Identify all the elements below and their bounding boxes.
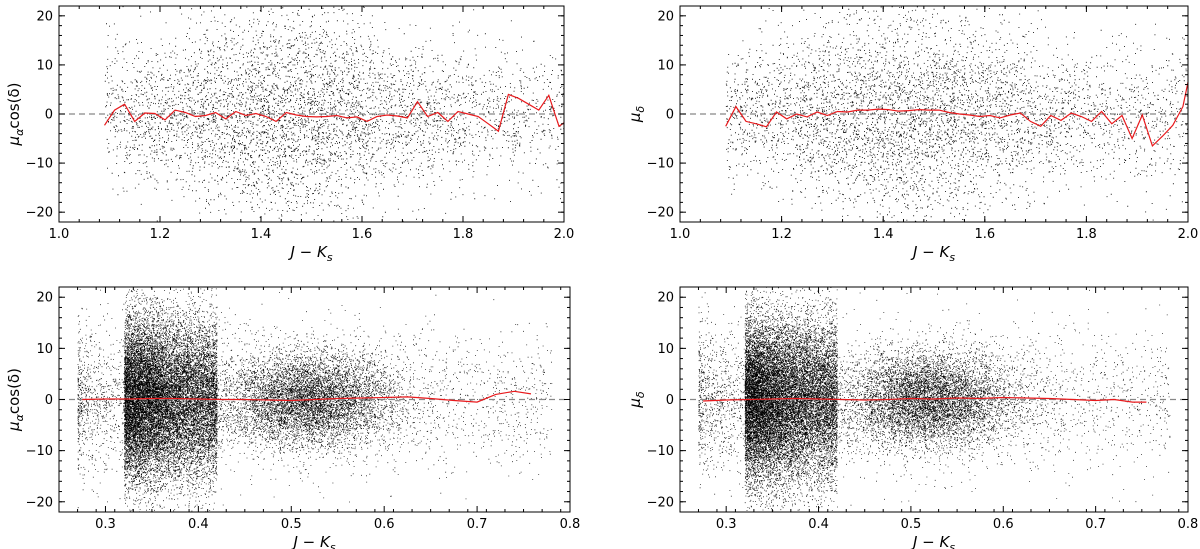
- y-tick-label: −20: [647, 206, 674, 221]
- y-tick-label: 0: [45, 393, 53, 408]
- x-tick-label: 1.2: [771, 227, 792, 242]
- x-tick-label: 2.0: [1178, 227, 1199, 242]
- y-axis-label: μδ: [626, 106, 647, 124]
- panel-top-right: 1.0 1.2 1.4 1.6 1.8 2.0 −20 −10 0 10 20 J − Ks μδ: [626, 6, 1198, 264]
- x-tick-label: 1.0: [670, 227, 691, 242]
- x-tick-label: 1.4: [251, 227, 272, 242]
- x-tick-label: 0.5: [901, 517, 922, 532]
- x-tick-label: 2.0: [554, 227, 575, 242]
- x-tick-label: 0.5: [281, 517, 302, 532]
- y-tick-label: 0: [666, 108, 674, 123]
- x-tick-label: 1.6: [974, 227, 995, 242]
- x-tick-label: 0.3: [716, 517, 737, 532]
- x-tick-label: 1.2: [150, 227, 171, 242]
- x-tick-label: 0.7: [1085, 517, 1106, 532]
- y-axis-label: μαcos(δ): [5, 368, 26, 432]
- y-tick-label: 10: [657, 58, 674, 73]
- y-axis-label: μδ: [626, 391, 647, 409]
- y-tick-label: −10: [647, 444, 674, 459]
- y-tick-label: −10: [647, 157, 674, 172]
- x-tick-label: 0.6: [374, 517, 395, 532]
- x-tick-label: 0.8: [560, 517, 581, 532]
- y-tick-label: 20: [36, 9, 53, 24]
- x-tick-label: 1.8: [453, 227, 474, 242]
- x-axis-label: J − Ks: [910, 243, 955, 264]
- x-tick-label: 0.3: [95, 517, 116, 532]
- y-tick-label: 20: [657, 9, 674, 24]
- y-tick-label: 20: [657, 291, 674, 306]
- y-tick-label: 20: [36, 291, 53, 306]
- y-tick-label: 10: [657, 342, 674, 357]
- panel-top-left: 1.0 1.2 1.4 1.6 1.8 2.0 −20 −10 0 10 20 J − Ks μαcos…: [5, 6, 574, 264]
- x-axis-label: J − Ks: [910, 533, 955, 549]
- x-tick-label: 0.7: [467, 517, 488, 532]
- y-tick-label: 0: [666, 393, 674, 408]
- y-axis-label: μαcos(δ): [5, 83, 26, 147]
- y-tick-label: −20: [26, 495, 53, 510]
- panel-bottom-left: 0.3 0.4 0.5 0.6 0.7 0.8 −20 −10 0 10 20 J − Ks μαcos…: [5, 287, 580, 549]
- y-tick-label: −10: [26, 157, 53, 172]
- y-tick-label: 0: [45, 108, 53, 123]
- x-tick-label: 1.6: [352, 227, 373, 242]
- y-tick-label: −10: [26, 444, 53, 459]
- x-tick-label: 0.4: [808, 517, 829, 532]
- x-tick-label: 1.4: [873, 227, 894, 242]
- x-tick-label: 1.0: [49, 227, 70, 242]
- x-tick-label: 0.4: [188, 517, 209, 532]
- x-tick-label: 1.8: [1076, 227, 1097, 242]
- x-tick-label: 0.6: [993, 517, 1014, 532]
- y-tick-label: −20: [26, 206, 53, 221]
- x-axis-label: J − Ks: [287, 243, 332, 264]
- y-tick-label: 10: [36, 342, 53, 357]
- x-tick-label: 0.8: [1178, 517, 1199, 532]
- y-tick-label: 10: [36, 58, 53, 73]
- x-axis-label: J − Ks: [290, 533, 335, 549]
- y-tick-label: −20: [647, 495, 674, 510]
- panel-bottom-right: 0.3 0.4 0.5 0.6 0.7 0.8 −20 −10 0 10 20 J − Ks μδ: [626, 287, 1198, 549]
